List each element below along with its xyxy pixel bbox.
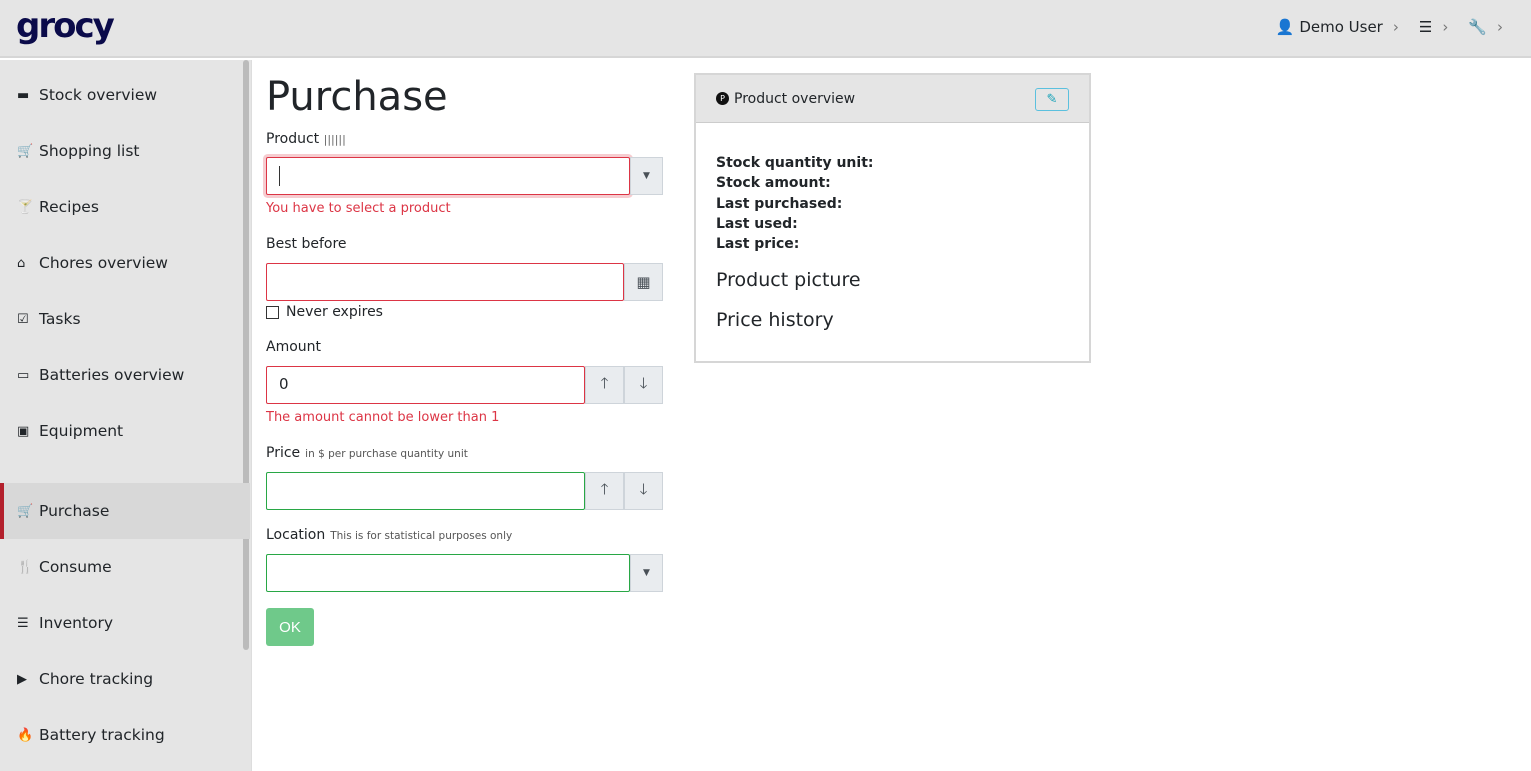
top-navbar: grocy 👤 Demo User › ☰ › 🔧 › [0, 0, 1531, 58]
product-picture-heading: Product picture [716, 269, 861, 292]
sidebar-item-batteries-overview[interactable]: ▭ Batteries overview [0, 347, 250, 403]
sidebar-item-label: Inventory [39, 614, 114, 632]
wrench-icon: 🔧 [1468, 18, 1487, 36]
chevron-right-icon: › [1392, 18, 1399, 36]
price-history-heading: Price history [716, 309, 834, 332]
amount-decrease-button[interactable]: 🡓 [624, 366, 663, 404]
sidebar-item-label: Shopping list [39, 142, 140, 160]
sidebar-item-label: Purchase [39, 502, 110, 520]
toolbox-icon: ▣ [17, 423, 30, 439]
datepicker-button[interactable]: ▦ [624, 263, 663, 301]
sidebar-item-tasks[interactable]: ☑ Tasks [0, 291, 250, 347]
home-icon: ⌂ [17, 255, 26, 271]
amount-input[interactable]: 0 [266, 366, 585, 404]
sidebar-scrollbar[interactable] [243, 60, 249, 650]
card-field-label: Stock amount: [716, 175, 831, 192]
card-field-label: Last used: [716, 215, 798, 232]
sidebar-item-label: Stock overview [39, 86, 158, 104]
sidebar-item-inventory[interactable]: ☰ Inventory [0, 595, 250, 651]
product-dropdown-button[interactable]: ▼ [630, 157, 663, 195]
tasks-icon: ☑ [17, 311, 29, 327]
sidebar-item-purchase[interactable]: 🛒 Purchase [0, 483, 250, 539]
page-title: Purchase [266, 74, 448, 120]
edit-product-button[interactable]: ✎ [1035, 88, 1069, 111]
user-menu[interactable]: 👤 Demo User › [1275, 18, 1399, 36]
product-label: Product |||||| [266, 131, 346, 147]
chevron-right-icon: › [1497, 18, 1503, 36]
cart-icon: 🛒 [17, 143, 34, 159]
sidebar-item-label: Battery tracking [39, 726, 165, 744]
product-input[interactable] [266, 157, 630, 195]
ok-button[interactable]: OK [266, 608, 314, 646]
chevron-right-icon: › [1442, 18, 1449, 36]
box-icon: ▬ [17, 87, 30, 103]
grocy-logo[interactable]: grocy [16, 6, 115, 46]
arrow-down-icon: 🡓 [639, 373, 648, 392]
caret-down-icon: ▼ [643, 568, 650, 578]
price-input[interactable] [266, 472, 585, 510]
arrow-up-icon: 🡑 [600, 479, 609, 498]
price-increase-button[interactable]: 🡑 [585, 472, 624, 510]
user-icon: 👤 [1275, 18, 1295, 36]
sidebar-item-equipment[interactable]: ▣ Equipment [0, 403, 250, 459]
utensils-icon: 🍴 [17, 559, 34, 575]
sidebar-item-label: Batteries overview [39, 366, 185, 384]
calendar-icon: ▦ [636, 273, 651, 291]
caret-down-icon: ▼ [643, 171, 650, 181]
amount-increase-button[interactable]: 🡑 [585, 366, 624, 404]
sidebar-item-chores-overview[interactable]: ⌂ Chores overview [0, 235, 250, 291]
barcode-icon: |||||| [323, 133, 346, 146]
product-error: You have to select a product [266, 201, 451, 216]
amount-error: The amount cannot be lower than 1 [266, 410, 500, 425]
list-icon: ☰ [17, 615, 29, 631]
card-field-label: Last purchased: [716, 195, 843, 212]
settings-menu[interactable]: ☰ › [1419, 18, 1448, 36]
price-decrease-button[interactable]: 🡓 [624, 472, 663, 510]
product-p-icon: P [716, 92, 729, 105]
card-field-label: Stock quantity unit: [716, 155, 874, 171]
card-field-label: Last price: [716, 236, 800, 253]
location-label: Location This is for statistical purposes… [266, 527, 513, 543]
sidebar-item-label: Equipment [39, 422, 124, 440]
sidebar-item-recipes[interactable]: 🍸 Recipes [0, 179, 250, 235]
sidebar-item-shopping-list[interactable]: 🛒 Shopping list [0, 123, 250, 179]
sidebar: ▬ Stock overview 🛒 Shopping list 🍸 Recipes ⌂ Ch… [0, 60, 252, 771]
product-overview-card: P Product overview ✎ Stock quantity unit… [694, 73, 1091, 363]
sidebar-item-consume[interactable]: 🍴 Consume [0, 539, 250, 595]
location-dropdown-button[interactable]: ▼ [630, 554, 663, 592]
card-title: Product overview [734, 90, 856, 107]
battery-icon: ▭ [17, 367, 30, 383]
sidebar-item-chore-tracking[interactable]: ▶ Chore tracking [0, 651, 250, 707]
price-label: Price in $ per purchase quantity unit [266, 445, 468, 461]
location-select[interactable] [266, 554, 630, 592]
sidebar-item-label: Recipes [39, 198, 99, 216]
sidebar-item-label: Consume [39, 558, 112, 576]
sliders-icon: ☰ [1418, 18, 1433, 36]
best-before-input[interactable] [266, 263, 624, 301]
best-before-label: Best before [266, 236, 347, 252]
amount-label: Amount [266, 339, 322, 355]
cart-icon: 🛒 [17, 503, 34, 519]
never-expires-row: Never expires [266, 304, 383, 320]
sidebar-item-label: Chore tracking [39, 670, 154, 688]
tools-menu[interactable]: 🔧 › [1468, 18, 1503, 36]
fire-icon: 🔥 [17, 727, 34, 743]
play-icon: ▶ [17, 671, 27, 687]
arrow-down-icon: 🡓 [639, 479, 648, 498]
sidebar-item-label: Tasks [39, 310, 81, 328]
cocktail-icon: 🍸 [17, 199, 34, 215]
arrow-up-icon: 🡑 [600, 373, 609, 392]
never-expires-checkbox[interactable] [266, 305, 279, 319]
sidebar-item-label: Chores overview [39, 254, 168, 272]
edit-icon: ✎ [1046, 92, 1058, 107]
sidebar-item-battery-tracking[interactable]: 🔥 Battery tracking [0, 707, 250, 763]
sidebar-item-stock-overview[interactable]: ▬ Stock overview [0, 67, 250, 123]
